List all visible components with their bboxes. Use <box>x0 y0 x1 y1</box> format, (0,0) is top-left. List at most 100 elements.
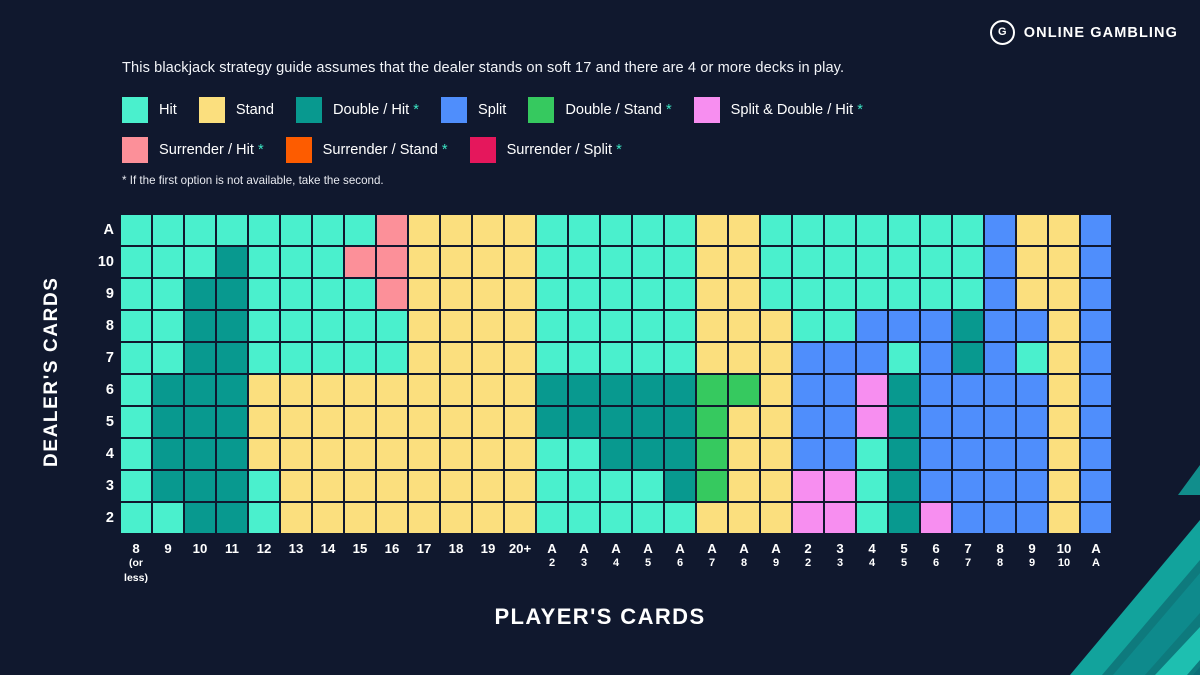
strategy-cell <box>728 310 760 342</box>
legend-swatch-icon <box>469 137 496 163</box>
column-label-bottom: 2 <box>804 557 812 569</box>
legend-label: Surrender / Split * <box>506 142 622 158</box>
strategy-cell <box>344 278 376 310</box>
strategy-cell <box>312 502 344 534</box>
strategy-cell <box>1016 406 1048 438</box>
strategy-cell <box>1048 278 1080 310</box>
legend-item-rh: Surrender / Hit * <box>122 137 264 163</box>
strategy-cell <box>152 310 184 342</box>
strategy-cell <box>1080 438 1112 470</box>
strategy-cell <box>1048 374 1080 406</box>
strategy-cell <box>728 502 760 534</box>
strategy-cell <box>440 406 472 438</box>
strategy-cell <box>536 246 568 278</box>
strategy-cell <box>312 470 344 502</box>
strategy-cell <box>312 438 344 470</box>
strategy-cell <box>568 470 600 502</box>
strategy-cell <box>632 310 664 342</box>
strategy-cell <box>568 406 600 438</box>
legend-label: Double / Hit * <box>332 102 419 118</box>
strategy-cell <box>408 214 440 246</box>
strategy-cell <box>344 214 376 246</box>
legend-swatch-icon <box>440 97 467 123</box>
strategy-cell <box>1016 310 1048 342</box>
column-label-top: 11 <box>225 541 239 556</box>
strategy-cell <box>216 470 248 502</box>
x-axis-title: PLAYER'S CARDS <box>494 604 706 629</box>
strategy-cell <box>440 502 472 534</box>
strategy-cell <box>408 278 440 310</box>
column-label-sub: (or <box>129 557 143 569</box>
strategy-cell <box>824 502 856 534</box>
strategy-cell <box>792 470 824 502</box>
brand-name: ONLINE GAMBLING <box>1023 24 1178 41</box>
strategy-cell <box>984 502 1016 534</box>
strategy-cell <box>600 310 632 342</box>
strategy-cell <box>984 470 1016 502</box>
row-label-8: 8 <box>105 318 114 334</box>
strategy-cell <box>248 342 280 374</box>
legend-footnote: * If the first option is not available, … <box>122 174 384 187</box>
column-label-bottom: 10 <box>1057 557 1071 569</box>
strategy-cell <box>152 246 184 278</box>
legend-asterisk: * <box>853 102 863 118</box>
strategy-cell <box>312 278 344 310</box>
strategy-cell <box>728 406 760 438</box>
strategy-cell <box>184 214 216 246</box>
strategy-cell <box>216 278 248 310</box>
strategy-cell <box>760 374 792 406</box>
strategy-cell <box>696 502 728 534</box>
strategy-cell <box>984 214 1016 246</box>
strategy-cell <box>472 342 504 374</box>
strategy-cell <box>632 342 664 374</box>
strategy-cell <box>600 278 632 310</box>
strategy-cell <box>760 470 792 502</box>
strategy-cell <box>824 438 856 470</box>
strategy-cell <box>856 214 888 246</box>
strategy-grid-row <box>120 406 1112 438</box>
legend-item-ds: Double / Stand * <box>528 97 672 123</box>
strategy-cell <box>600 246 632 278</box>
strategy-cell <box>568 246 600 278</box>
strategy-cell <box>1080 470 1112 502</box>
strategy-cell <box>792 214 824 246</box>
strategy-cell <box>568 374 600 406</box>
strategy-cell <box>1048 246 1080 278</box>
strategy-cell <box>760 406 792 438</box>
legend-label: Stand <box>235 102 274 118</box>
legend-label: Surrender / Hit * <box>159 142 264 158</box>
strategy-cell <box>1080 246 1112 278</box>
strategy-cell <box>856 406 888 438</box>
strategy-cell <box>664 214 696 246</box>
column-label-top: 10 <box>1056 541 1072 556</box>
strategy-cell <box>600 214 632 246</box>
column-label-top: A <box>771 541 781 556</box>
strategy-cell <box>280 406 312 438</box>
strategy-cell <box>1080 214 1112 246</box>
strategy-cell <box>888 502 920 534</box>
strategy-cell <box>760 310 792 342</box>
strategy-cell <box>344 374 376 406</box>
strategy-cell <box>344 246 376 278</box>
strategy-cell <box>184 502 216 534</box>
column-label-bottom: 7 <box>964 557 972 569</box>
strategy-cell <box>856 278 888 310</box>
column-label-bottom: 2 <box>548 557 556 569</box>
strategy-cell <box>120 406 152 438</box>
strategy-cell <box>184 438 216 470</box>
strategy-cell <box>440 470 472 502</box>
strategy-cell <box>664 470 696 502</box>
strategy-cell <box>472 502 504 534</box>
brand-logo: G ONLINE GAMBLING <box>989 20 1178 45</box>
column-label-top: A <box>579 541 589 556</box>
column-label-bottom: 3 <box>580 557 588 569</box>
strategy-cell <box>152 374 184 406</box>
strategy-cell <box>152 438 184 470</box>
legend-row: Hit Stand Double / Hit * Split Double / Stan… <box>122 96 1082 124</box>
